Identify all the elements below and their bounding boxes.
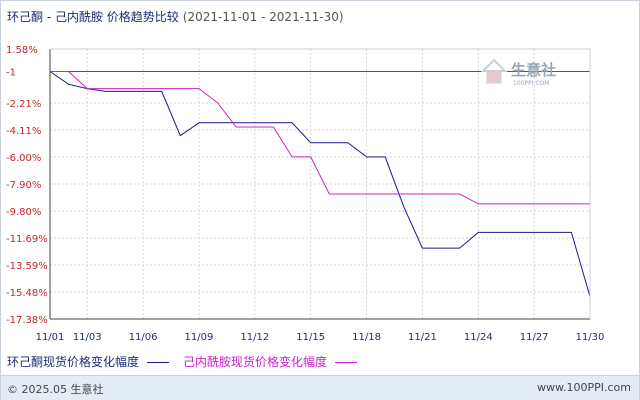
x-tick-label: 11/21 [408, 332, 437, 343]
watermark-logo: 生意社 100PPI.COM [481, 58, 556, 87]
y-tick-label: -4.11% [6, 126, 41, 137]
x-tick-label: 11/01 [36, 332, 65, 343]
watermark-brand: 生意社 [511, 61, 556, 79]
watermark-url: 100PPI.COM [513, 80, 549, 87]
axes [49, 48, 591, 320]
x-tick-label: 11/15 [296, 332, 325, 343]
y-tick-label: -6.00% [6, 153, 41, 164]
footer-bar: © 2025.05 生意社 www.100PPI.com [1, 375, 639, 400]
site-link[interactable]: www.100PPI.com [537, 381, 631, 394]
y-tick-label: -17.38% [6, 315, 48, 326]
x-tick-label: 11/09 [185, 332, 214, 343]
legend-swatch-series1 [147, 362, 170, 363]
y-tick-label: -11.69% [6, 234, 48, 245]
x-axis-ticks: 11/01 11/03 11/06 11/09 11/12 11/15 11/18 11/21… [36, 332, 605, 343]
legend-swatch-series2 [335, 362, 358, 363]
x-tick-label: 11/30 [576, 332, 605, 343]
chart-title: 环己酮 - 己内酰胺 价格趋势比较 (2021-11-01 - 2021-11-3… [7, 8, 344, 25]
x-tick-label: 11/27 [520, 332, 549, 343]
line-chart: 1.58% -1 -2.21% -4.11% -6.00% -7.90% -9.80% -11… [6, 45, 605, 343]
x-tick-label: 11/24 [464, 332, 493, 343]
x-tick-label: 11/06 [129, 332, 158, 343]
series-line-1 [49, 71, 591, 297]
x-tick-label: 11/12 [240, 332, 269, 343]
legend-label-series1: 环己酮现货价格变化幅度 [7, 355, 140, 369]
legend-label-series2: 己内酰胺现货价格变化幅度 [183, 355, 328, 369]
y-tick-label: -2.21% [6, 99, 41, 110]
y-axis-ticks: 1.58% -1 -2.21% -4.11% -6.00% -7.90% -9.80% -11… [6, 45, 48, 326]
house-icon [481, 58, 508, 84]
y-tick-label: -9.80% [6, 207, 41, 218]
y-tick-label: -7.90% [6, 180, 41, 191]
copyright-text: © 2025.05 生意社 [7, 383, 104, 396]
legend: 环己酮现货价格变化幅度 己内酰胺现货价格变化幅度 [7, 353, 371, 370]
series-lines [49, 71, 591, 297]
series-line-2 [50, 71, 590, 205]
x-tick-label: 11/03 [73, 332, 102, 343]
y-tick-label: 1.58% [6, 45, 38, 56]
date-range: (2021-11-01 - 2021-11-30) [182, 10, 344, 24]
y-tick-label: -1 [6, 68, 16, 79]
title-text: 环己酮 - 己内酰胺 价格趋势比较 [7, 10, 179, 24]
y-tick-label: -15.48% [6, 288, 48, 299]
y-tick-label: -13.59% [6, 261, 48, 272]
x-tick-label: 11/18 [352, 332, 381, 343]
